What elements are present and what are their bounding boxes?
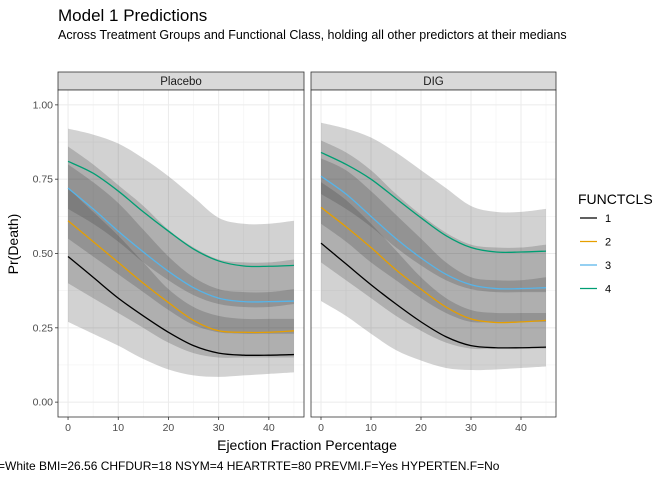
panel-border bbox=[310, 89, 557, 418]
y-tick-label: 0.25 bbox=[33, 322, 54, 334]
legend-item-3: 3 bbox=[580, 260, 611, 272]
series-lines bbox=[67, 160, 294, 356]
y-tick-label: 0.50 bbox=[33, 248, 54, 260]
series-line-3 bbox=[67, 187, 294, 303]
series-line-4 bbox=[67, 160, 294, 268]
legend-label: 2 bbox=[605, 237, 611, 249]
grid-lines bbox=[311, 90, 556, 417]
series-lines bbox=[320, 151, 547, 349]
y-tick-label: 0.00 bbox=[33, 397, 54, 409]
confidence-band-4 bbox=[321, 122, 546, 293]
chart-caption: =White BMI=26.56 CHFDUR=18 NSYM=4 HEARTR… bbox=[0, 459, 500, 473]
confidence-bands bbox=[321, 122, 546, 371]
confidence-band-1 bbox=[321, 182, 546, 371]
x-tick-label: 10 bbox=[112, 422, 124, 434]
x-tick-label: 40 bbox=[515, 422, 527, 434]
legend-title: FUNCTCLS bbox=[578, 191, 653, 207]
legend-label: 3 bbox=[605, 260, 611, 272]
legend-label: 4 bbox=[605, 284, 611, 296]
series-line-1 bbox=[67, 255, 294, 356]
legend-item-2: 2 bbox=[580, 237, 611, 249]
facet-strip-label: DIG bbox=[423, 76, 444, 88]
series-line-4 bbox=[320, 151, 547, 254]
confidence-band-4 bbox=[68, 128, 294, 308]
x-tick-label: 40 bbox=[263, 422, 275, 434]
legend: FUNCTCLS 1 2 3 4 bbox=[578, 191, 653, 296]
confidence-band-2 bbox=[68, 164, 294, 358]
chart-title: Model 1 Predictions bbox=[58, 6, 207, 25]
grid-lines bbox=[58, 90, 304, 417]
y-tick-label: 1.00 bbox=[33, 99, 54, 111]
legend-label: 1 bbox=[605, 213, 611, 225]
legend-item-4: 4 bbox=[580, 284, 611, 296]
x-axis-label: Ejection Fraction Percentage bbox=[217, 437, 397, 453]
x-tick-label: 30 bbox=[465, 422, 477, 434]
facet-panel-placebo: Placebo 0 10 20 30 40 0.00 0.25 0.50 0.75 1.00 bbox=[33, 71, 305, 434]
confidence-band-3 bbox=[321, 140, 546, 323]
series-line-2 bbox=[320, 206, 547, 324]
x-tick-label: 30 bbox=[213, 422, 225, 434]
series-line-1 bbox=[320, 242, 547, 349]
facet-strip-label: Placebo bbox=[160, 76, 202, 88]
confidence-band-2 bbox=[321, 158, 546, 350]
x-tick-label: 20 bbox=[415, 422, 427, 434]
x-tick-label: 20 bbox=[163, 422, 175, 434]
confidence-band-1 bbox=[68, 188, 294, 377]
facet-panels: Placebo 0 10 20 30 40 0.00 0.25 0.50 0.75 1.00 DIG 0… bbox=[33, 71, 557, 434]
x-tick-label: 0 bbox=[65, 422, 71, 434]
x-tick-label: 10 bbox=[365, 422, 377, 434]
legend-item-1: 1 bbox=[580, 213, 611, 225]
series-line-3 bbox=[320, 175, 547, 290]
y-tick-label: 0.75 bbox=[33, 174, 54, 186]
facet-panel-dig: DIG 0 10 20 30 40 bbox=[310, 71, 557, 434]
x-tick-label: 0 bbox=[318, 422, 324, 434]
series-line-2 bbox=[67, 220, 294, 334]
chart-subtitle: Across Treatment Groups and Functional C… bbox=[58, 28, 567, 42]
y-axis-label: Pr(Death) bbox=[5, 214, 21, 275]
